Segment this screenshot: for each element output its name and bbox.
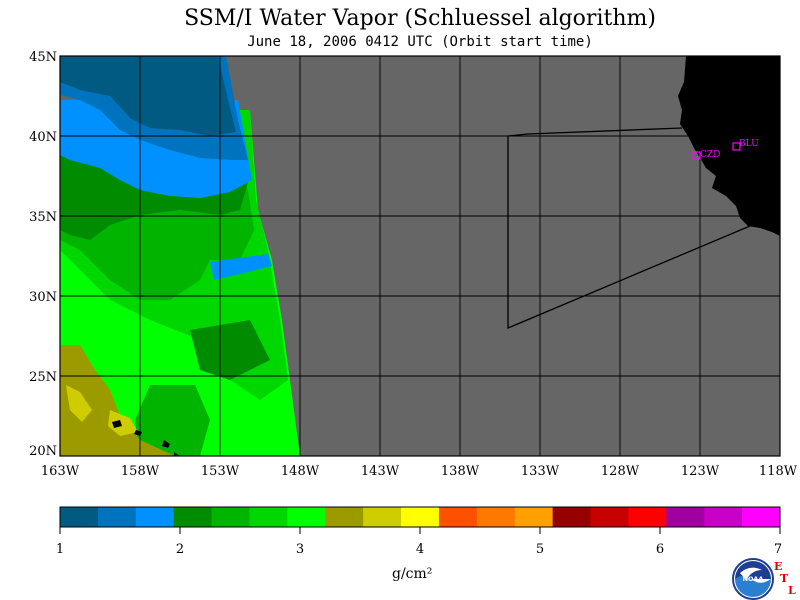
land-mass xyxy=(678,56,780,236)
station-label-blu: BLU xyxy=(739,139,759,149)
station-marker-czd xyxy=(692,151,701,160)
colorbar-tick-label: 3 xyxy=(296,542,304,557)
x-tick-label: 138W xyxy=(441,464,480,479)
colorbar-tick-label: 1 xyxy=(56,542,64,557)
station-marker-blu xyxy=(732,142,741,151)
colorbar-swatch xyxy=(742,507,781,527)
water-vapor-swath xyxy=(60,56,300,456)
y-tick-label: 40N xyxy=(29,130,57,145)
colorbar-swatch xyxy=(287,507,326,527)
colorbar-swatch xyxy=(438,507,478,527)
colorbar-swatch xyxy=(173,507,213,527)
colorbar-tick-label: 6 xyxy=(656,542,664,557)
map-frame xyxy=(59,55,781,457)
etl-letter: L xyxy=(788,584,796,597)
x-tick-label: 143W xyxy=(361,464,400,479)
colorbar-swatch xyxy=(249,507,288,527)
map-title: SSM/I Water Vapor (Schluessel algorithm) xyxy=(184,6,656,31)
colorbar-swatch xyxy=(514,507,554,527)
station-markers: CZD BLU xyxy=(692,139,759,160)
colorbar-swatch xyxy=(401,507,440,527)
colorbar-swatch xyxy=(704,507,743,527)
noaa-logo: NOAA xyxy=(732,558,774,600)
map-subtitle: June 18, 2006 0412 UTC (Orbit start time… xyxy=(247,34,593,50)
colorbar-swatch xyxy=(666,507,705,527)
colorbar-swatch xyxy=(325,507,364,527)
lat-lon-grid xyxy=(60,56,780,456)
y-tick-label: 20N xyxy=(29,444,57,459)
colorbar-swatch xyxy=(135,507,175,527)
colorbar-swatch xyxy=(211,507,250,527)
x-tick-label: 148W xyxy=(281,464,320,479)
x-tick-label: 153W xyxy=(201,464,240,479)
x-axis-labels: 163W 158W 153W 148W 143W 138W 133W 128W … xyxy=(41,464,798,479)
y-tick-label: 25N xyxy=(29,370,57,385)
y-axis-labels: 45N 40N 35N 30N 25N 20N xyxy=(29,50,57,459)
station-label-czd: CZD xyxy=(700,150,720,160)
x-tick-label: 123W xyxy=(681,464,720,479)
colorbar-swatch xyxy=(552,507,592,527)
colorbar-swatch xyxy=(476,507,516,527)
x-tick-label: 128W xyxy=(601,464,640,479)
colorbar-unit-label: g/cm² xyxy=(392,566,433,582)
x-tick-label: 118W xyxy=(759,464,798,479)
colorbar-swatch xyxy=(363,507,402,527)
colorbar-tick-label: 2 xyxy=(176,542,184,557)
etl-letter: E xyxy=(774,560,783,573)
colorbar-swatch xyxy=(590,507,629,527)
colorbar-tick-label: 4 xyxy=(416,542,424,557)
y-tick-label: 45N xyxy=(29,50,57,65)
y-tick-label: 30N xyxy=(29,290,57,305)
etl-letter: T xyxy=(780,572,789,585)
noaa-logo-text: NOAA xyxy=(743,575,764,583)
colorbar-swatch xyxy=(628,507,667,527)
x-tick-label: 163W xyxy=(41,464,80,479)
colorbar-swatches xyxy=(60,507,781,527)
colorbar-tick-label: 5 xyxy=(536,542,544,557)
colorbar-swatch xyxy=(60,507,99,527)
x-tick-label: 158W xyxy=(121,464,160,479)
colorbar-tick-labels: 1 2 3 4 5 6 7 xyxy=(56,542,782,557)
colorbar-tick-label: 7 xyxy=(774,542,782,557)
colorbar-swatch xyxy=(97,507,137,527)
y-tick-label: 35N xyxy=(29,210,57,225)
x-tick-label: 133W xyxy=(521,464,560,479)
colorbar-ticks xyxy=(59,527,781,534)
